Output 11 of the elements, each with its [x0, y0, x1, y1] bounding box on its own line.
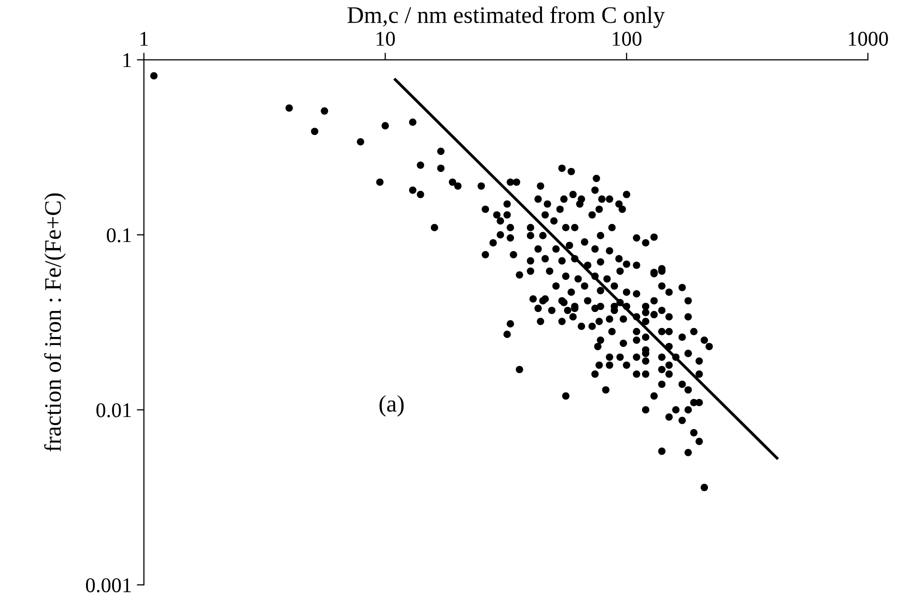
x-tick-label: 10: [376, 32, 395, 46]
y-tick-label: 0.1: [106, 228, 131, 242]
y-tick-label: 0.01: [96, 403, 131, 418]
y-tick-label: 0.001: [86, 578, 131, 592]
x-axis-title: Dm,c / nm estimated from C only: [348, 6, 665, 28]
x-tick-label: 1000: [848, 32, 888, 46]
x-tick-label: 1: [140, 32, 148, 46]
y-tick-label: 1: [124, 53, 131, 68]
y-axis-title: fraction of iron : Fe/(Fe+C): [44, 193, 66, 452]
x-tick-label: 100: [612, 32, 642, 46]
annotation: (a): [380, 395, 404, 417]
